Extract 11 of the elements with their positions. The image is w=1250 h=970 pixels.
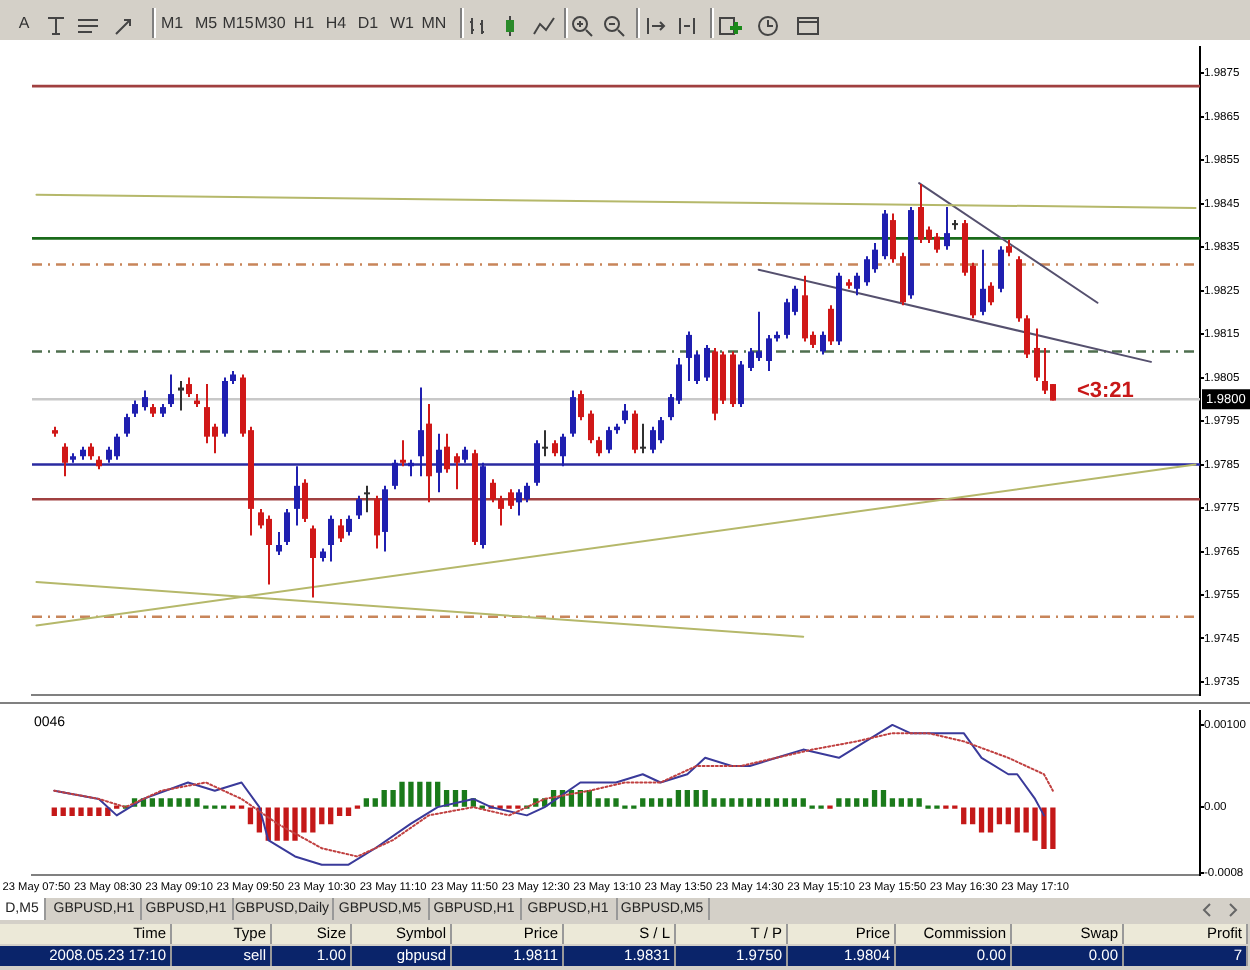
text: H4 — [323, 14, 349, 32]
text: M5 — [192, 14, 220, 32]
text: D1 — [355, 14, 381, 32]
text: M15 — [220, 14, 255, 32]
annotation: <3:21 — [1076, 378, 1134, 403]
text: M30 — [253, 14, 288, 32]
text: W1 — [388, 14, 416, 32]
text: M1 — [158, 14, 186, 32]
text: A — [16, 14, 32, 32]
text: MN — [419, 14, 449, 32]
text: H1 — [291, 14, 317, 32]
